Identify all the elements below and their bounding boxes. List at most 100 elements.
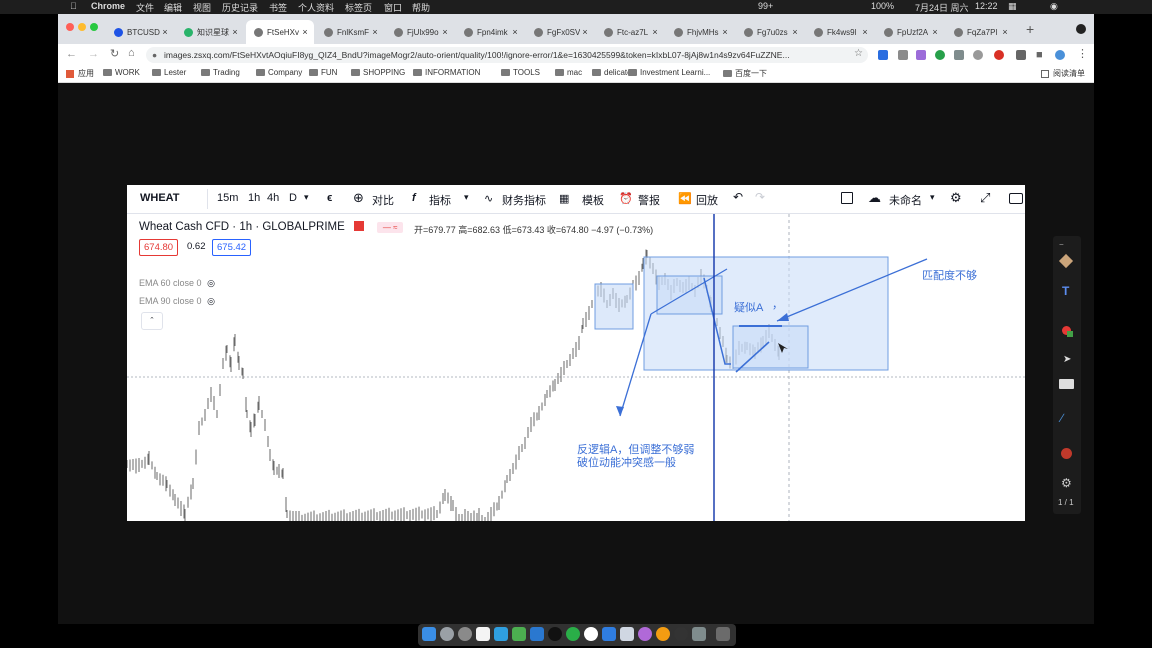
extension-icon[interactable] [935, 50, 945, 60]
bookmark-folder[interactable]: Company [256, 68, 302, 77]
minimize-window-icon[interactable] [78, 23, 86, 31]
compare-button[interactable]: 对比 [372, 195, 394, 207]
bookmark-folder[interactable]: 百度一下 [723, 68, 767, 79]
chart-app-icon[interactable] [512, 627, 526, 641]
tab-close-icon[interactable]: × [372, 27, 378, 37]
eye-hidden-icon[interactable]: ◎ [207, 296, 215, 306]
financials-icon[interactable]: ∿ [484, 193, 494, 205]
browser-tab[interactable]: FnlKsmF × [316, 20, 384, 44]
qq-icon[interactable] [548, 627, 562, 641]
bookmark-folder[interactable]: Trading [201, 68, 240, 77]
extensions-puzzle-icon[interactable]: ■ [1036, 49, 1043, 61]
layout-name[interactable]: 未命名 [889, 195, 922, 207]
legend-toggle-icon[interactable]: — ≈ [377, 222, 404, 233]
browser-tab[interactable]: FpUzf2A × [876, 20, 944, 44]
close-toolbar-icon[interactable]: − [1059, 240, 1064, 249]
bookmark-folder[interactable]: FUN [309, 68, 337, 77]
menu-edit[interactable]: 编辑 [164, 3, 183, 13]
tab-close-icon[interactable]: × [932, 27, 938, 37]
browser-tab[interactable]: Fg7u0zs × [736, 20, 804, 44]
bookmark-folder[interactable]: Investment Learni... [628, 68, 710, 77]
interval-4h[interactable]: 4h [267, 192, 280, 204]
menu-history[interactable]: 历史记录 [222, 3, 259, 13]
templates-button[interactable]: 模板 [582, 195, 604, 207]
numbers-icon[interactable] [494, 627, 508, 641]
bookmark-folder[interactable]: delicate [592, 68, 632, 77]
tab-close-icon[interactable]: × [582, 27, 588, 37]
interval-dropdown-icon[interactable]: ▾ [304, 192, 309, 202]
tab-close-icon[interactable]: × [652, 27, 658, 37]
new-tab-icon[interactable]: + [1026, 21, 1035, 37]
interval-15m[interactable]: 15m [217, 192, 239, 204]
pencil-icon[interactable] [1058, 253, 1074, 269]
indicators-icon[interactable]: f [412, 192, 416, 204]
menu-tabs[interactable]: 标签页 [345, 3, 373, 13]
browser-tab[interactable]: FgFx0SV × [526, 20, 594, 44]
tab-close-icon[interactable]: × [792, 27, 798, 37]
control-center-icon[interactable]: ▦ [1008, 1, 1017, 11]
extension-icon[interactable] [954, 50, 964, 60]
tab-close-icon[interactable]: × [722, 27, 728, 37]
notes-icon[interactable] [476, 627, 490, 641]
pointer-icon[interactable]: ➤ [1063, 354, 1072, 365]
close-window-icon[interactable] [66, 23, 74, 31]
finder-icon[interactable] [422, 627, 436, 641]
forward-icon[interactable]: → [88, 48, 99, 60]
price-chart[interactable] [127, 214, 1025, 521]
bookmark-folder[interactable]: INFORMATION [413, 68, 480, 77]
chrome-menu-icon[interactable]: ⋮ [1077, 48, 1088, 60]
back-icon[interactable]: ← [66, 48, 77, 60]
expand-icon[interactable]: ⤢ [980, 190, 991, 205]
wechat-icon[interactable] [566, 627, 580, 641]
fullscreen-layout-icon[interactable] [841, 192, 853, 204]
menubar-time[interactable]: 12:22 [975, 1, 998, 11]
replay-button[interactable]: 回放 [696, 195, 718, 207]
safari-icon[interactable] [458, 627, 472, 641]
battery-percent[interactable]: 100% [871, 1, 895, 11]
chart-type-icon[interactable]: ϵ [327, 192, 333, 204]
symbol-label[interactable]: WHEAT [140, 192, 180, 204]
alerts-button[interactable]: 警报 [638, 195, 660, 207]
extension-icon[interactable] [994, 50, 1004, 60]
compare-icon[interactable]: ⊕ [353, 190, 364, 205]
tab-close-icon[interactable]: × [442, 27, 448, 37]
browser-tab[interactable]: FqZa7Pl × [946, 20, 1014, 44]
menu-profile[interactable]: 个人资料 [298, 3, 335, 13]
home-icon[interactable]: ⌂ [128, 47, 135, 59]
notification-count[interactable]: 99+ [758, 1, 774, 11]
browser-tab[interactable]: FhjvMHs × [666, 20, 734, 44]
alert-icon[interactable]: ⏰ [619, 193, 633, 205]
templates-icon[interactable]: ▦ [559, 193, 570, 205]
browser-tab[interactable]: FtSeHXv × [246, 20, 314, 44]
siri-icon[interactable]: ◉ [1050, 1, 1058, 11]
menu-window[interactable]: 窗口 [384, 3, 403, 13]
tab-search-icon[interactable] [1076, 24, 1086, 34]
browser-tab[interactable]: FjUlx99o × [386, 20, 454, 44]
apps-shortcut[interactable]: 应用 [66, 68, 94, 79]
record-icon[interactable] [1061, 448, 1072, 459]
bookmark-folder[interactable]: SHOPPING [351, 68, 405, 77]
layout-dropdown-icon[interactable]: ▾ [930, 192, 935, 202]
app-icon[interactable] [656, 627, 670, 641]
text-tool-icon[interactable]: T [1062, 284, 1070, 298]
cloud-icon[interactable]: ☁ [868, 190, 881, 205]
interval-1h[interactable]: 1h [248, 192, 261, 204]
app-icon[interactable] [620, 627, 634, 641]
camera-snapshot-icon[interactable] [1009, 193, 1023, 204]
replay-icon[interactable]: ⏪ [678, 193, 692, 205]
tab-close-icon[interactable]: × [162, 27, 168, 37]
bookmark-folder[interactable]: TOOLS [501, 68, 540, 77]
profile-avatar[interactable] [1055, 50, 1065, 60]
undo-icon[interactable]: ↶ [733, 190, 744, 204]
mail-icon[interactable] [530, 627, 544, 641]
tab-close-icon[interactable]: × [862, 27, 868, 37]
menubar-date[interactable]: 7月24日 周六 [915, 3, 969, 13]
interval-d[interactable]: D [289, 192, 297, 204]
indicators-dropdown-icon[interactable]: ▾ [464, 192, 469, 202]
apple-icon[interactable]:  [70, 1, 77, 11]
bookmark-folder[interactable]: Lester [152, 68, 186, 77]
bookmark-folder[interactable]: mac [555, 68, 582, 77]
reload-icon[interactable]: ↻ [110, 48, 120, 60]
extension-icon[interactable] [1016, 50, 1026, 60]
extension-icon[interactable] [973, 50, 983, 60]
